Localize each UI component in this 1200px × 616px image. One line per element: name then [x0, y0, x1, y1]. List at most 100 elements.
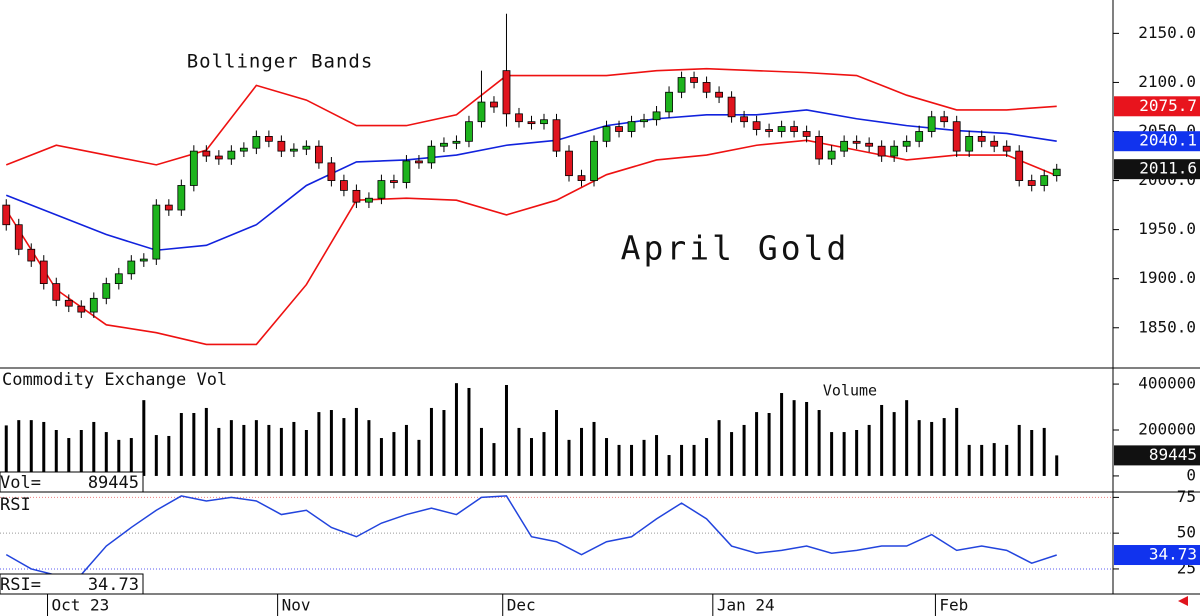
candle-body [940, 116, 949, 123]
volume-bar [529, 438, 533, 476]
candle-body [690, 77, 698, 83]
volume-bar [329, 410, 333, 476]
panel-title: RSI [0, 495, 31, 515]
volume-bar [4, 425, 8, 476]
x-tick-label: Jan 24 [717, 596, 775, 615]
candle-body [402, 160, 411, 183]
candle-body [177, 185, 186, 211]
candle-body [452, 140, 461, 144]
volume-bar [992, 443, 996, 476]
volume-bar [379, 438, 383, 476]
candle-body [590, 140, 598, 181]
candle-body [765, 129, 773, 132]
readout-value: 34.73 [88, 575, 139, 595]
y-tick-label: 75 [1177, 487, 1196, 506]
volume-bar [292, 421, 296, 476]
candle-body [427, 145, 436, 164]
volume-bar [417, 439, 421, 476]
value-tag-label: 2040.1 [1139, 131, 1197, 150]
candle-body [990, 140, 999, 147]
candle-body [377, 180, 386, 199]
volume-bar [630, 444, 634, 476]
volume-bar [342, 418, 346, 476]
volume-bar [254, 420, 258, 476]
candle-body [865, 142, 874, 147]
scroll-arrow[interactable] [1178, 596, 1188, 606]
y-tick-label: 1850.0 [1138, 317, 1196, 336]
candle-body [39, 260, 48, 285]
x-tick-label: Feb [939, 596, 968, 615]
volume-bar [229, 420, 233, 476]
volume-bar [717, 420, 721, 476]
candle-body [365, 197, 373, 203]
candle-body [214, 155, 223, 160]
volume-bar [29, 420, 33, 476]
volume-bar [667, 455, 671, 476]
volume-bar [767, 413, 771, 476]
candle-body [852, 140, 861, 144]
candle-body [227, 150, 236, 160]
candle-body [64, 299, 73, 307]
volume-bar [930, 421, 934, 476]
volume-bar [855, 430, 859, 476]
candle-body [577, 175, 586, 181]
candle-body [164, 204, 173, 211]
volume-bar [367, 420, 371, 476]
volume-bar [429, 407, 433, 476]
volume-bar [504, 384, 508, 476]
panel-title: Commodity Exchange Vol [2, 370, 227, 390]
candle-body [890, 145, 899, 157]
volume-bar [692, 444, 696, 476]
candle-body [502, 70, 511, 115]
y-tick-label: 50 [1177, 523, 1196, 542]
volume-bar [780, 393, 784, 476]
bollinger-band [5, 67, 1057, 166]
volume-bar [167, 435, 171, 476]
volume-bar [955, 407, 959, 476]
volume-bar [142, 400, 146, 476]
y-tick-label: 2100.0 [1138, 72, 1196, 91]
volume-bar [755, 412, 759, 476]
candle-body [927, 116, 936, 132]
candle-body [440, 142, 448, 147]
volume-bar [1005, 444, 1009, 476]
volume-bar [304, 430, 308, 476]
candle-body [552, 119, 561, 152]
x-tick-label: Dec [507, 596, 536, 615]
value-tag-label: 2075.7 [1139, 96, 1197, 115]
candle-body [327, 162, 336, 181]
volume-bar [79, 430, 83, 476]
volume-bar [1030, 430, 1034, 476]
volume-bar [217, 427, 221, 476]
volume-bar [542, 432, 546, 476]
candle-body [802, 131, 811, 137]
candle-body [390, 180, 398, 183]
readout-box [0, 471, 144, 493]
candle-body [415, 160, 423, 164]
candle-body [815, 136, 824, 160]
volume-bar [242, 424, 246, 476]
readout-value: 89445 [88, 473, 139, 493]
volume-bar [642, 439, 646, 476]
volume-bar [1017, 424, 1021, 476]
y-tick-label: 200000 [1138, 420, 1196, 439]
candle-body [27, 248, 36, 262]
value-tag-label: 2011.6 [1139, 159, 1197, 178]
candle-body [1027, 180, 1036, 186]
volume-bar [467, 387, 471, 476]
candle-body [702, 82, 711, 93]
y-tick-label: 1950.0 [1138, 219, 1196, 238]
volume-bar [154, 435, 158, 476]
volume-bar [317, 412, 321, 476]
volume-bar [129, 438, 133, 476]
x-tick-label: Oct 23 [52, 596, 110, 615]
candle-body [2, 204, 11, 226]
candle-body [515, 113, 523, 123]
volume-bar [967, 444, 971, 476]
volume-bar [817, 410, 821, 476]
candle-body [239, 147, 248, 152]
volume-bar [192, 413, 196, 476]
candle-body [665, 91, 673, 113]
volume-bar [905, 400, 909, 476]
